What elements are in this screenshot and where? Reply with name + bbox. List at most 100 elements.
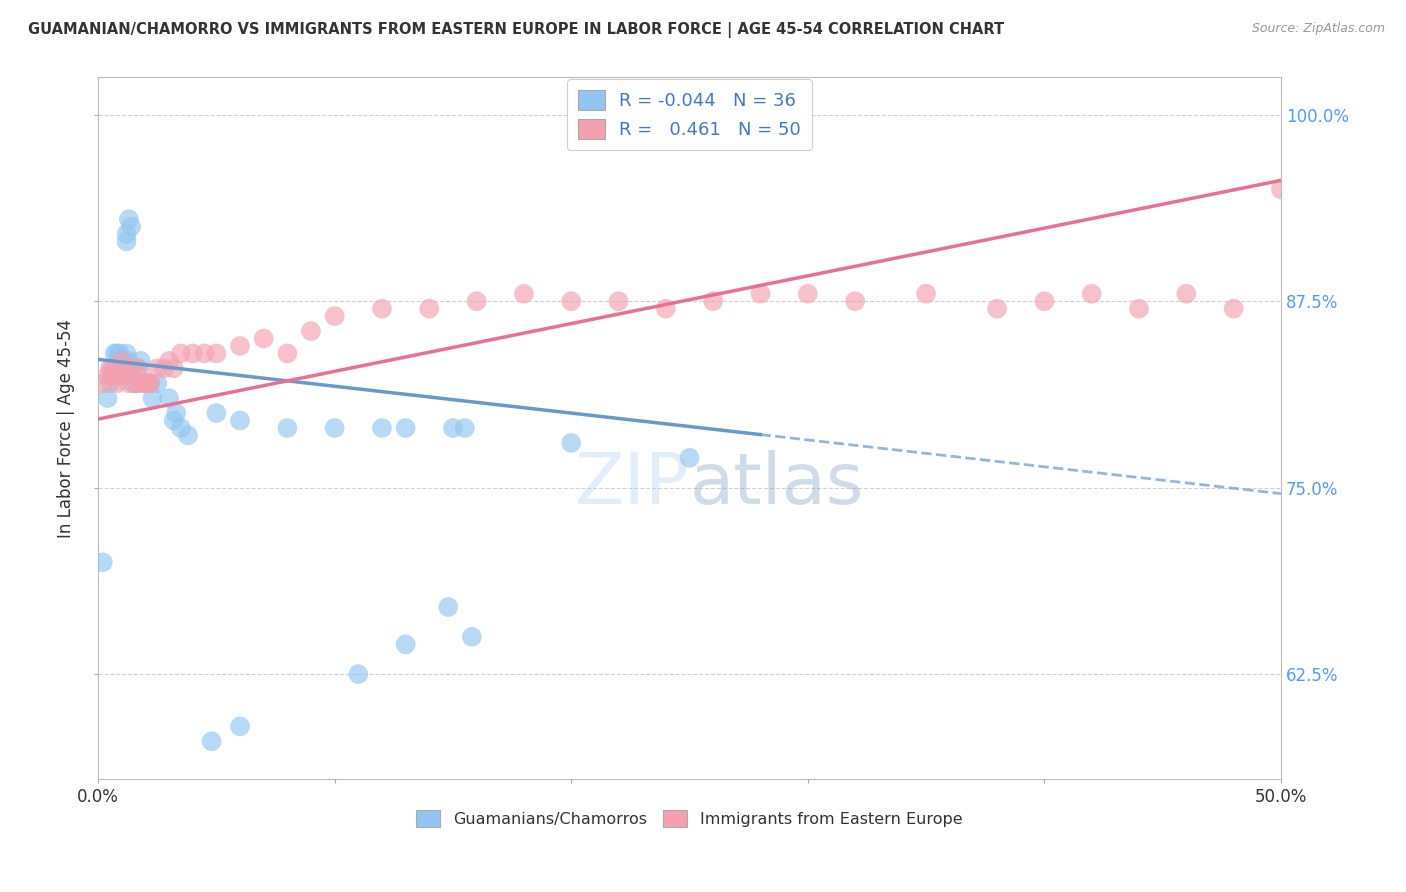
- Point: [112, 368, 135, 383]
- Point: [105, 376, 128, 391]
- Point: [115, 227, 138, 241]
- Point: [702, 294, 724, 309]
- Point: [193, 346, 215, 360]
- Point: [441, 421, 464, 435]
- Point: [201, 734, 224, 748]
- Point: [101, 368, 124, 383]
- Point: [229, 339, 252, 353]
- Point: [111, 354, 134, 368]
- Point: [139, 376, 162, 391]
- Point: [97, 368, 120, 383]
- Point: [129, 354, 152, 368]
- Point: [97, 391, 120, 405]
- Text: Source: ZipAtlas.com: Source: ZipAtlas.com: [1251, 22, 1385, 36]
- Point: [253, 331, 276, 345]
- Point: [91, 376, 114, 391]
- Point: [153, 361, 176, 376]
- Point: [465, 294, 488, 309]
- Point: [118, 376, 141, 391]
- Point: [655, 301, 678, 316]
- Point: [136, 376, 159, 391]
- Point: [797, 286, 820, 301]
- Point: [129, 376, 152, 391]
- Y-axis label: In Labor Force | Age 45-54: In Labor Force | Age 45-54: [58, 318, 75, 538]
- Point: [136, 376, 159, 391]
- Point: [461, 630, 484, 644]
- Point: [115, 235, 138, 249]
- Point: [1080, 286, 1102, 301]
- Point: [98, 376, 121, 391]
- Point: [146, 376, 169, 391]
- Point: [120, 219, 142, 234]
- Point: [560, 294, 582, 309]
- Point: [323, 421, 346, 435]
- Point: [157, 354, 180, 368]
- Legend: Guamanians/Chamorros, Immigrants from Eastern Europe: Guamanians/Chamorros, Immigrants from Ea…: [411, 804, 969, 834]
- Point: [101, 361, 124, 376]
- Point: [299, 324, 322, 338]
- Point: [108, 346, 131, 360]
- Point: [127, 361, 149, 376]
- Point: [125, 376, 148, 391]
- Point: [120, 361, 142, 376]
- Point: [108, 368, 131, 383]
- Point: [395, 637, 418, 651]
- Point: [139, 376, 162, 391]
- Point: [915, 286, 938, 301]
- Point: [104, 346, 127, 360]
- Point: [118, 354, 141, 368]
- Point: [122, 376, 145, 391]
- Point: [1270, 182, 1292, 196]
- Point: [749, 286, 772, 301]
- Point: [678, 450, 700, 465]
- Point: [347, 667, 370, 681]
- Point: [125, 376, 148, 391]
- Point: [395, 421, 418, 435]
- Point: [844, 294, 866, 309]
- Point: [127, 361, 149, 376]
- Point: [111, 354, 134, 368]
- Point: [170, 421, 193, 435]
- Point: [170, 346, 193, 360]
- Point: [91, 555, 114, 569]
- Point: [205, 406, 228, 420]
- Point: [229, 413, 252, 427]
- Point: [513, 286, 536, 301]
- Point: [1175, 286, 1198, 301]
- Point: [229, 719, 252, 733]
- Point: [986, 301, 1008, 316]
- Point: [1128, 301, 1150, 316]
- Point: [323, 309, 346, 323]
- Point: [181, 346, 204, 360]
- Point: [205, 346, 228, 360]
- Point: [437, 600, 460, 615]
- Point: [115, 346, 138, 360]
- Text: GUAMANIAN/CHAMORRO VS IMMIGRANTS FROM EASTERN EUROPE IN LABOR FORCE | AGE 45-54 : GUAMANIAN/CHAMORRO VS IMMIGRANTS FROM EA…: [28, 22, 1004, 38]
- Point: [163, 413, 186, 427]
- Point: [371, 421, 394, 435]
- Point: [115, 361, 138, 376]
- Point: [454, 421, 477, 435]
- Point: [98, 361, 121, 376]
- Point: [165, 406, 187, 420]
- Point: [104, 361, 127, 376]
- Point: [163, 361, 186, 376]
- Point: [276, 346, 298, 360]
- Point: [1222, 301, 1244, 316]
- Point: [134, 376, 156, 391]
- Point: [105, 346, 128, 360]
- Point: [560, 436, 582, 450]
- Text: ZIP: ZIP: [575, 450, 689, 518]
- Point: [122, 361, 145, 376]
- Point: [146, 361, 169, 376]
- Point: [112, 354, 135, 368]
- Point: [1033, 294, 1056, 309]
- Point: [177, 428, 200, 442]
- Point: [141, 391, 163, 405]
- Point: [134, 376, 156, 391]
- Point: [371, 301, 394, 316]
- Text: atlas: atlas: [689, 450, 863, 518]
- Point: [418, 301, 440, 316]
- Point: [607, 294, 630, 309]
- Point: [118, 212, 141, 227]
